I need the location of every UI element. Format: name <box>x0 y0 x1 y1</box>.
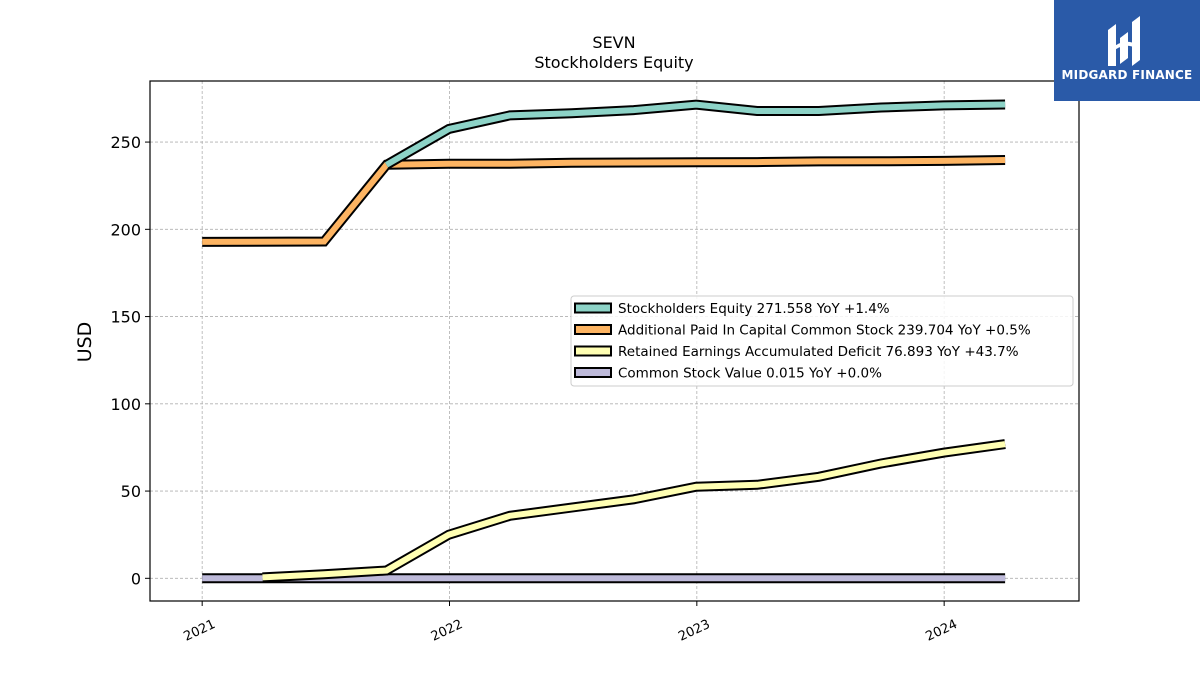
y-tick-label: 0 <box>131 569 141 588</box>
x-tick-label: 2022 <box>429 617 465 645</box>
legend-box <box>570 295 1074 387</box>
y-tick-label: 250 <box>110 133 141 152</box>
series-layer <box>202 99 1006 584</box>
y-tick-label: 150 <box>110 308 141 327</box>
legend: Stockholders Equity 271.558 YoY +1.4% Add… <box>570 295 1074 387</box>
chart-subtitle: Stockholders Equity <box>534 53 693 72</box>
legend-label: Common Stock Value 0.015 YoY +0.0% <box>618 366 882 382</box>
y-tick-label: 200 <box>110 220 141 239</box>
legend-swatch <box>574 324 612 335</box>
y-tick-label: 100 <box>110 395 141 414</box>
midgard-finance-logo: MIDGARD FINANCE <box>1054 0 1200 101</box>
y-axis-label: USD <box>74 322 96 363</box>
legend-label: Retained Earnings Accumulated Deficit 76… <box>618 344 1019 360</box>
chart-title: SEVN <box>592 33 635 52</box>
y-tick-label: 50 <box>121 482 141 501</box>
series-line <box>262 441 1006 581</box>
logo-text: MIDGARD FINANCE <box>1061 68 1193 82</box>
legend-swatch <box>574 345 612 357</box>
x-tick-label: 2023 <box>676 617 712 645</box>
y-axis-ticks: 0 50 100 150 200 250 <box>110 133 150 588</box>
logo-mark-icon <box>1108 16 1140 66</box>
legend-label: Additional Paid In Capital Common Stock … <box>618 323 1031 339</box>
x-tick-label: 2021 <box>182 617 218 645</box>
legend-swatch <box>574 302 612 314</box>
series-line <box>385 101 1006 168</box>
series-line-outline <box>384 99 1006 170</box>
x-axis-ticks: 2021 2022 2023 2024 <box>182 601 960 645</box>
legend-label: Stockholders Equity 271.558 YoY +1.4% <box>618 301 890 317</box>
legend-swatch <box>574 367 612 378</box>
x-tick-label: 2024 <box>924 617 960 645</box>
plot-frame <box>149 80 1080 602</box>
